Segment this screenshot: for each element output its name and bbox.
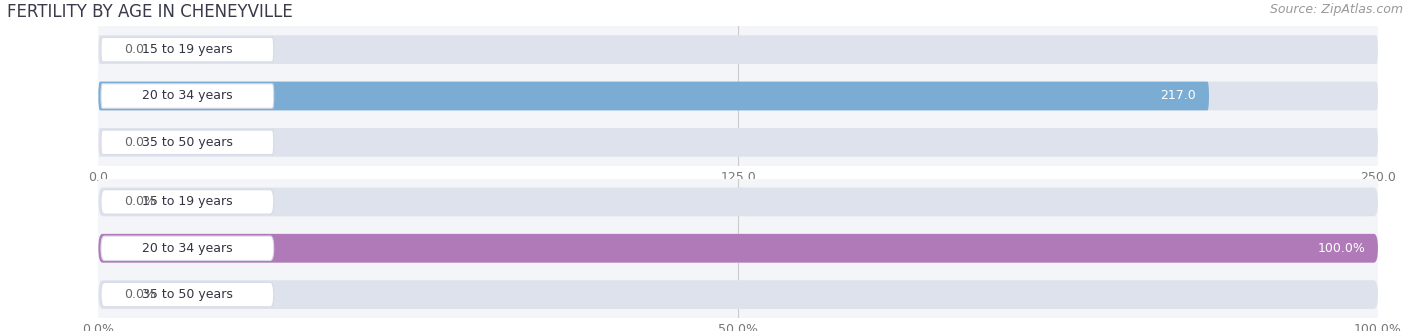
FancyBboxPatch shape xyxy=(101,84,274,108)
FancyBboxPatch shape xyxy=(101,236,274,260)
FancyBboxPatch shape xyxy=(98,35,1378,64)
Text: 0.0%: 0.0% xyxy=(124,288,156,301)
FancyBboxPatch shape xyxy=(98,234,1378,262)
FancyBboxPatch shape xyxy=(98,280,1378,309)
FancyBboxPatch shape xyxy=(101,190,274,214)
FancyBboxPatch shape xyxy=(101,37,274,62)
Text: 35 to 50 years: 35 to 50 years xyxy=(142,288,233,301)
FancyBboxPatch shape xyxy=(101,130,274,155)
FancyBboxPatch shape xyxy=(98,188,1378,216)
Text: 20 to 34 years: 20 to 34 years xyxy=(142,89,232,103)
Text: 15 to 19 years: 15 to 19 years xyxy=(142,195,232,209)
FancyBboxPatch shape xyxy=(98,128,1378,157)
Text: 0.0%: 0.0% xyxy=(124,195,156,209)
Text: 20 to 34 years: 20 to 34 years xyxy=(142,242,232,255)
Text: 15 to 19 years: 15 to 19 years xyxy=(142,43,232,56)
FancyBboxPatch shape xyxy=(98,82,1378,110)
Text: 0.0: 0.0 xyxy=(124,43,143,56)
Text: Source: ZipAtlas.com: Source: ZipAtlas.com xyxy=(1270,3,1403,16)
FancyBboxPatch shape xyxy=(98,82,1209,110)
Text: 35 to 50 years: 35 to 50 years xyxy=(142,136,233,149)
Text: 100.0%: 100.0% xyxy=(1317,242,1365,255)
Text: 217.0: 217.0 xyxy=(1160,89,1197,103)
Text: FERTILITY BY AGE IN CHENEYVILLE: FERTILITY BY AGE IN CHENEYVILLE xyxy=(7,3,292,21)
FancyBboxPatch shape xyxy=(101,282,274,307)
Text: 0.0: 0.0 xyxy=(124,136,143,149)
FancyBboxPatch shape xyxy=(98,234,1378,262)
